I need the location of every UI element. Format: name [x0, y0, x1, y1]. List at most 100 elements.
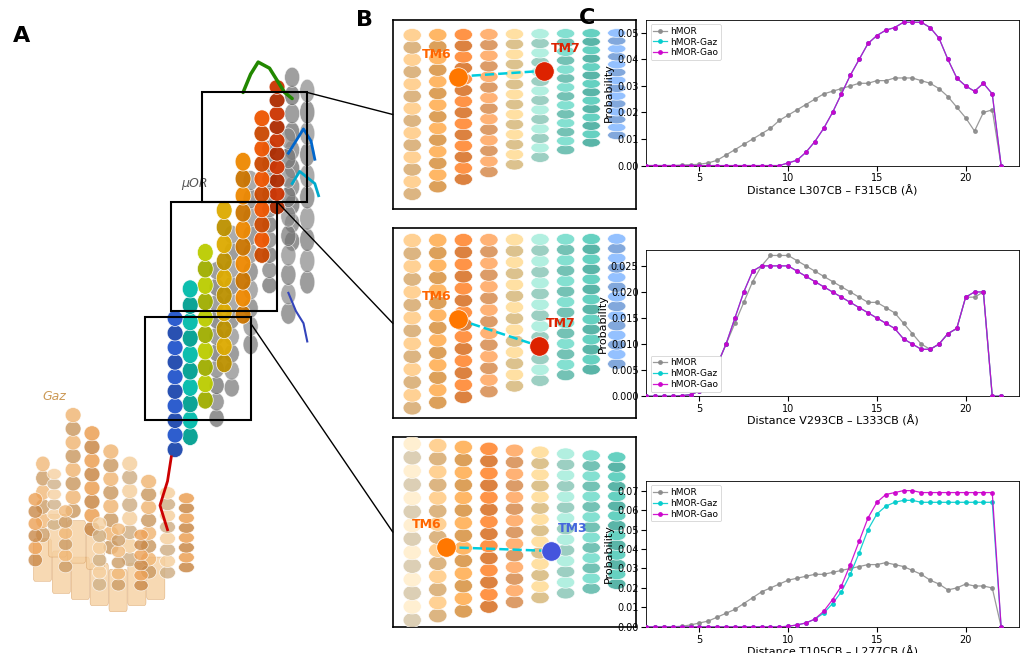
hMOR — [906, 330, 919, 338]
Ellipse shape — [506, 444, 523, 457]
Ellipse shape — [582, 481, 600, 492]
Ellipse shape — [556, 502, 574, 513]
hMOR-Gaz — [889, 24, 901, 31]
Ellipse shape — [403, 311, 421, 325]
Ellipse shape — [281, 283, 296, 305]
Ellipse shape — [429, 40, 446, 53]
hMOR — [933, 85, 945, 93]
Ellipse shape — [182, 280, 198, 298]
Ellipse shape — [506, 29, 523, 40]
Ellipse shape — [167, 413, 183, 428]
hMOR-Gaz — [657, 392, 670, 400]
Ellipse shape — [216, 201, 232, 219]
hMOR-Gaz — [924, 345, 936, 353]
Ellipse shape — [607, 253, 626, 263]
Ellipse shape — [178, 562, 195, 573]
hMOR-Gaz — [702, 162, 715, 170]
Ellipse shape — [300, 249, 314, 273]
hMOR-Gaz — [657, 162, 670, 170]
Ellipse shape — [607, 234, 626, 244]
Ellipse shape — [607, 131, 626, 140]
hMOR — [773, 251, 785, 259]
Ellipse shape — [254, 170, 270, 187]
Ellipse shape — [506, 312, 523, 325]
Ellipse shape — [58, 505, 73, 517]
Ellipse shape — [300, 165, 314, 187]
hMOR-Gaz — [657, 623, 670, 631]
Ellipse shape — [582, 274, 600, 285]
hMOR — [933, 340, 945, 348]
hMOR-Gaz — [676, 623, 688, 631]
Ellipse shape — [556, 109, 574, 119]
Ellipse shape — [254, 140, 270, 157]
hMOR — [773, 580, 785, 588]
hMOR-Gao — [942, 56, 954, 63]
Ellipse shape — [530, 142, 549, 153]
hMOR-Gao — [817, 125, 829, 133]
Ellipse shape — [506, 119, 523, 130]
Ellipse shape — [403, 285, 421, 299]
Ellipse shape — [178, 522, 195, 534]
hMOR-Gaz — [809, 138, 821, 146]
Ellipse shape — [285, 231, 300, 251]
hMOR-Gaz — [977, 80, 989, 88]
hMOR-Gao — [657, 623, 670, 631]
Ellipse shape — [403, 388, 421, 402]
Text: B: B — [356, 10, 373, 30]
hMOR-Gaz — [693, 623, 706, 631]
Ellipse shape — [506, 301, 523, 313]
Ellipse shape — [209, 393, 224, 411]
Ellipse shape — [607, 320, 626, 331]
Ellipse shape — [403, 163, 421, 176]
hMOR — [756, 262, 768, 270]
Ellipse shape — [480, 515, 498, 528]
hMOR — [862, 561, 874, 569]
Ellipse shape — [66, 407, 81, 422]
Ellipse shape — [480, 304, 498, 316]
Ellipse shape — [607, 99, 626, 108]
Ellipse shape — [403, 259, 421, 274]
hMOR — [986, 584, 998, 592]
hMOR-Gaz — [773, 262, 785, 270]
Ellipse shape — [103, 526, 119, 541]
hMOR — [676, 161, 688, 169]
Ellipse shape — [480, 576, 498, 589]
Ellipse shape — [216, 218, 232, 236]
hMOR — [764, 584, 776, 592]
Ellipse shape — [455, 84, 472, 97]
Ellipse shape — [300, 228, 314, 251]
Ellipse shape — [262, 140, 278, 157]
Ellipse shape — [403, 349, 421, 364]
hMOR-Gao — [640, 162, 652, 170]
hMOR-Gaz — [915, 18, 928, 26]
Ellipse shape — [480, 292, 498, 304]
hMOR-Gao — [862, 40, 874, 48]
Ellipse shape — [556, 73, 574, 83]
Ellipse shape — [429, 296, 446, 310]
hMOR — [791, 574, 803, 582]
Ellipse shape — [281, 128, 296, 150]
Ellipse shape — [403, 558, 421, 573]
hMOR — [897, 319, 909, 327]
Ellipse shape — [285, 122, 300, 142]
hMOR-Gaz — [897, 335, 909, 343]
hMOR-Gao — [870, 498, 883, 506]
Ellipse shape — [506, 468, 523, 480]
Ellipse shape — [160, 532, 175, 545]
Ellipse shape — [480, 60, 498, 72]
Ellipse shape — [607, 123, 626, 132]
hMOR-Gao — [817, 607, 829, 615]
hMOR — [889, 561, 901, 569]
Ellipse shape — [530, 152, 549, 163]
hMOR-Gao — [986, 90, 998, 98]
hMOR — [684, 621, 696, 629]
Ellipse shape — [243, 189, 258, 209]
Ellipse shape — [582, 364, 600, 375]
Ellipse shape — [480, 92, 498, 104]
hMOR-Gaz — [773, 623, 785, 631]
Ellipse shape — [556, 255, 574, 266]
hMOR-Gao — [862, 309, 874, 317]
Ellipse shape — [582, 79, 600, 88]
Ellipse shape — [122, 524, 137, 539]
hMOR — [977, 582, 989, 590]
